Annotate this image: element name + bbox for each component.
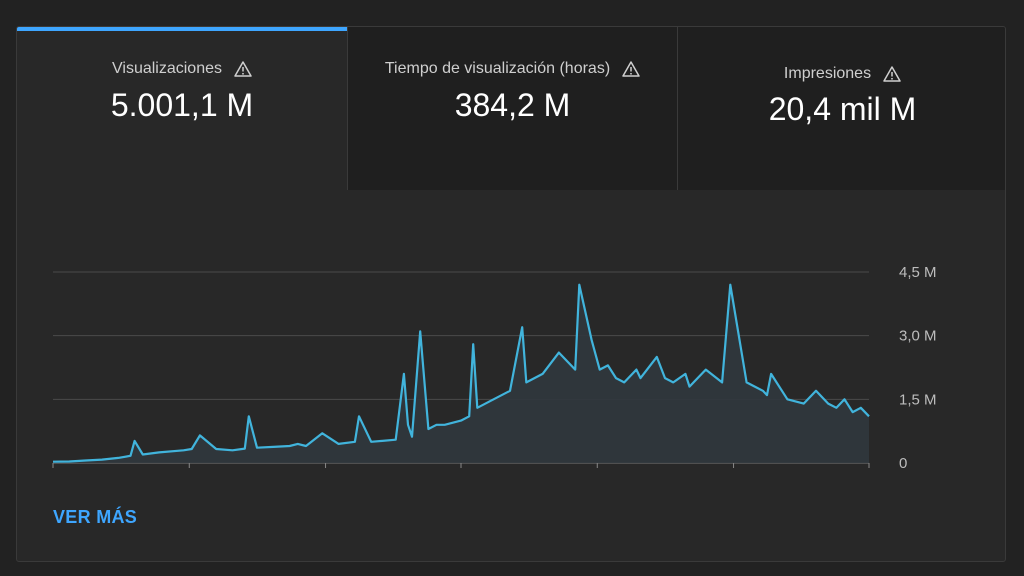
active-tab-indicator (17, 27, 347, 31)
tab-visualizaciones[interactable]: Visualizaciones 5.001,1 M (17, 27, 347, 190)
tab-tiempo-visualizacion[interactable]: Tiempo de visualización (horas) 384,2 M (347, 27, 677, 190)
y-tick-label: 1,5 M (899, 391, 937, 408)
series-line[interactable] (52, 283, 870, 463)
tab-value: 20,4 mil M (768, 91, 917, 127)
tab-value: 384,2 M (454, 87, 571, 123)
warning-triangle-icon[interactable] (234, 61, 252, 77)
tab-label-row: Visualizaciones (17, 60, 347, 78)
y-tick-label: 0 (899, 455, 907, 472)
views-chart: 4,5 M3,0 M1,5 M016 sept 200817 feb 20111… (17, 190, 1005, 499)
tab-label: Impresiones (783, 65, 872, 82)
tab-impresiones[interactable]: Impresiones 20,4 mil M (677, 27, 1005, 190)
y-tick-label: 3,0 M (899, 328, 937, 345)
tab-label-row: Impresiones (678, 65, 1005, 83)
metric-tabs: Visualizaciones 5.001,1 M Tiempo de visu… (17, 27, 1005, 190)
see-more-link[interactable]: VER MÁS (53, 507, 138, 527)
tab-label: Visualizaciones (112, 60, 222, 77)
warning-triangle-icon[interactable] (883, 66, 901, 82)
chart-svg: 4,5 M3,0 M1,5 M016 sept 200817 feb 20111… (52, 264, 937, 499)
tab-label: Tiempo de visualización (horas) (384, 60, 611, 77)
tab-label-row: Tiempo de visualización (horas) (348, 60, 677, 78)
tab-value: 5.001,1 M (110, 87, 254, 123)
y-tick-label: 4,5 M (899, 264, 937, 281)
warning-triangle-icon[interactable] (622, 61, 640, 77)
series-area (53, 284, 869, 463)
analytics-card: Visualizaciones 5.001,1 M Tiempo de visu… (16, 26, 1006, 562)
